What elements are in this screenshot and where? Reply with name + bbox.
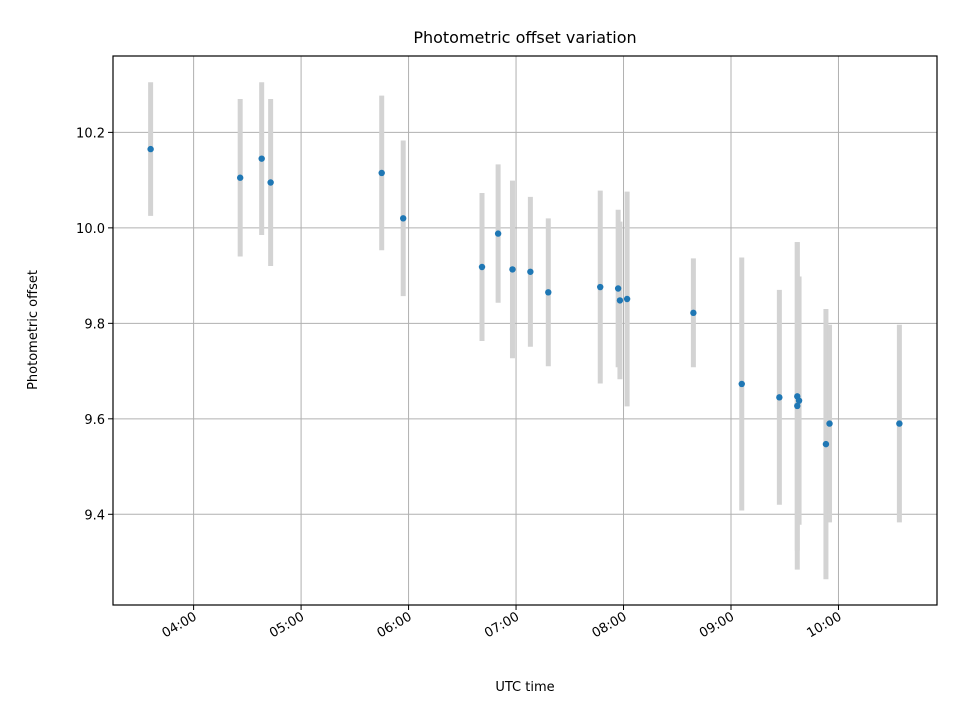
data-point — [597, 283, 604, 291]
y-tick-label: 10.2 — [76, 126, 105, 141]
data-point — [795, 397, 803, 404]
data-point — [776, 394, 783, 401]
data-point — [822, 440, 830, 448]
data-point — [378, 169, 385, 177]
data-point — [267, 179, 274, 186]
data-point — [896, 420, 903, 427]
plot-frame — [112, 55, 938, 606]
data-point — [258, 155, 265, 162]
x-axis-label: UTC time — [495, 680, 554, 695]
point-layer — [147, 145, 903, 448]
y-tick-label: 9.6 — [84, 413, 105, 428]
data-point — [826, 420, 833, 427]
y-axis-label: Photometric offset — [26, 270, 41, 390]
y-tick-label: 9.8 — [84, 317, 105, 332]
data-point — [623, 295, 631, 303]
y-tick-label: 10.0 — [76, 222, 105, 237]
data-point — [509, 266, 516, 273]
y-tick-label: 9.4 — [84, 508, 105, 523]
data-point — [494, 230, 502, 237]
data-point — [690, 309, 697, 317]
data-point — [545, 289, 552, 296]
data-point — [738, 380, 745, 388]
data-point — [478, 263, 486, 271]
data-point — [147, 145, 154, 153]
data-point — [794, 402, 801, 410]
chart-title: Photometric offset variation — [413, 28, 636, 47]
data-point — [527, 268, 534, 275]
data-point — [616, 297, 624, 304]
data-point — [236, 174, 244, 181]
data-point — [399, 215, 407, 222]
data-point — [614, 285, 622, 292]
